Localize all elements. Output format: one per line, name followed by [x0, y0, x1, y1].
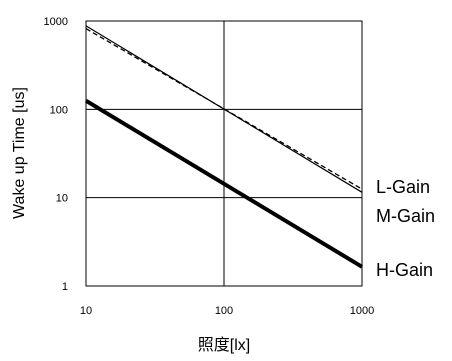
series-label-l-gain: L-Gain — [376, 177, 430, 197]
series-labels: L-Gain M-Gain H-Gain — [376, 177, 435, 280]
x-tick-label: 10 — [80, 305, 92, 317]
y-tick-label: 100 — [50, 104, 68, 116]
series-line-l-gain — [85, 25, 363, 193]
tick-labels: 10 100 1000 1 10 100 1000 — [44, 16, 375, 317]
x-axis-title: 照度[lx] — [198, 336, 250, 354]
y-tick-label: 1000 — [44, 16, 68, 28]
series-layer — [84, 25, 364, 269]
y-tick-label: 10 — [56, 193, 68, 205]
series-line-h-gain — [84, 99, 364, 269]
x-tick-label: 1000 — [350, 305, 374, 317]
series-line-m-gain — [85, 28, 363, 190]
x-tick-label: 100 — [215, 305, 233, 317]
y-tick-label: 1 — [62, 281, 68, 293]
series-label-h-gain: H-Gain — [376, 260, 433, 280]
y-axis-title: Wake up Time [us] — [11, 87, 28, 219]
series-label-m-gain: M-Gain — [376, 206, 435, 226]
